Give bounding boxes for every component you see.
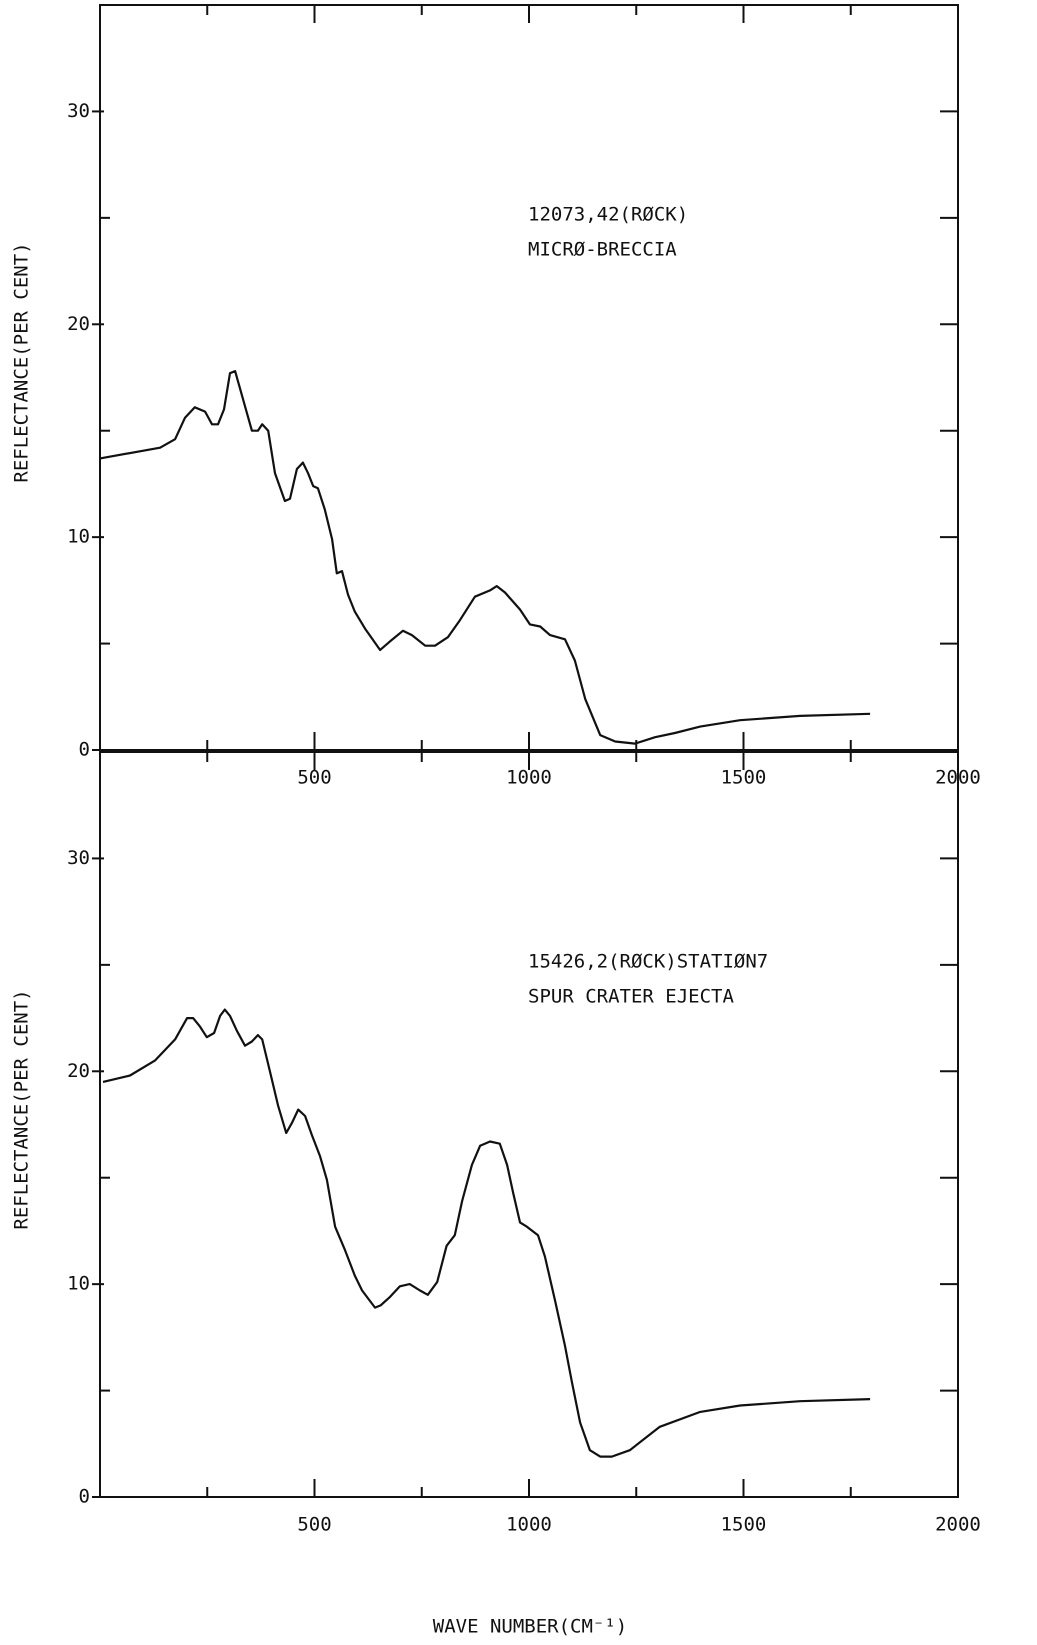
y-tick-label: 0 xyxy=(79,739,90,761)
annotation: MICRØ-BRECCIA xyxy=(528,239,677,261)
x-tick-label: 1500 xyxy=(721,1514,767,1536)
y-tick-label: 10 xyxy=(67,526,90,548)
data-line xyxy=(102,1008,871,1458)
x-tick-label: 1500 xyxy=(721,767,767,789)
y-tick-label: 30 xyxy=(67,847,90,869)
y-tick-label: 20 xyxy=(67,313,90,335)
y-tick-label: 10 xyxy=(67,1273,90,1295)
annotation: 15426,2(RØCK)STATIØN7 xyxy=(528,951,768,973)
y-axis-label: REFLECTANCE(PER CENT) xyxy=(11,989,33,1229)
plot-frame xyxy=(99,751,959,1498)
x-tick-label: 500 xyxy=(297,1514,331,1536)
y-tick-label: 30 xyxy=(67,100,90,122)
x-tick-label: 2000 xyxy=(935,1514,981,1536)
x-tick-label: 1000 xyxy=(506,1514,552,1536)
annotation: SPUR CRATER EJECTA xyxy=(528,986,734,1008)
x-tick-label: 1000 xyxy=(506,767,552,789)
annotation: 12073,42(RØCK) xyxy=(528,204,688,226)
y-tick-label: 20 xyxy=(67,1060,90,1082)
data-line xyxy=(99,370,871,745)
x-tick-label: 500 xyxy=(297,767,331,789)
y-tick-label: 0 xyxy=(79,1486,90,1508)
y-axis-label: REFLECTANCE(PER CENT) xyxy=(11,242,33,482)
x-axis-label: WAVE NUMBER(CM⁻¹) xyxy=(433,1616,627,1638)
